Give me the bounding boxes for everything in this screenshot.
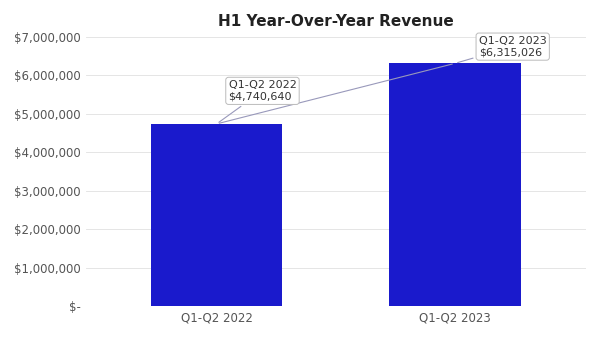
Bar	[389, 63, 521, 306]
Title: H1 Year-Over-Year Revenue: H1 Year-Over-Year Revenue	[218, 14, 454, 29]
Bar	[151, 124, 282, 306]
Text: Q1-Q2 2022
$4,740,640: Q1-Q2 2022 $4,740,640	[219, 80, 296, 122]
Text: Q1-Q2 2023
$6,315,026: Q1-Q2 2023 $6,315,026	[458, 36, 547, 63]
